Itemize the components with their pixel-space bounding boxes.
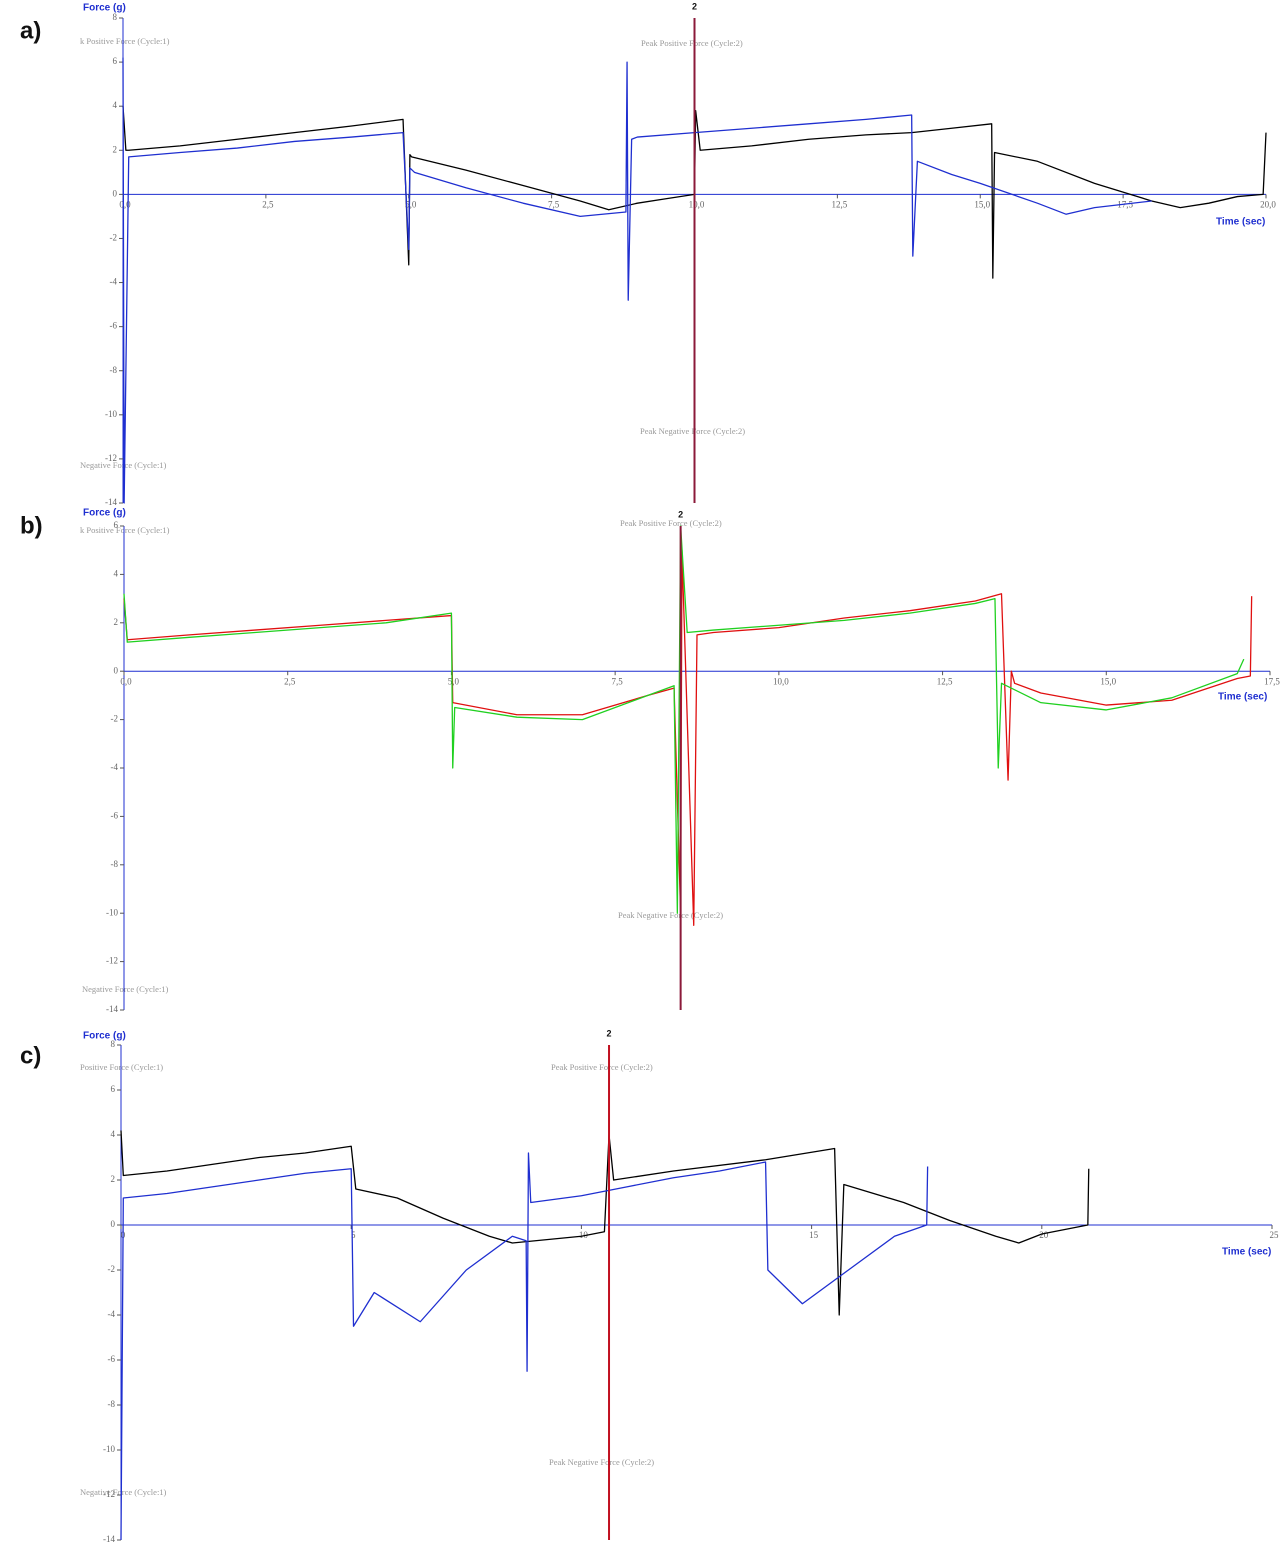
x-tick-label: 0,0: [120, 676, 132, 686]
x-tick-label: 10,0: [773, 676, 789, 686]
y-tick-label: 6: [111, 1084, 116, 1094]
y-tick-label: 4: [113, 100, 118, 110]
x-tick-label: 17,5: [1264, 676, 1280, 686]
x-tick-label: 7,5: [548, 199, 560, 209]
y-tick-label: -12: [106, 956, 118, 966]
x-axis-title: Time (sec): [1216, 217, 1265, 228]
x-tick-label: 0,0: [119, 199, 131, 209]
x-tick-label: 2,5: [262, 199, 274, 209]
panel-label: b): [20, 512, 43, 539]
y-tick-label: -10: [106, 907, 118, 917]
x-tick-label: 15,0: [974, 199, 990, 209]
x-tick-label: 20: [1039, 1230, 1049, 1240]
y-tick-label: -4: [111, 762, 119, 772]
cursor-label: 2: [678, 509, 683, 519]
y-tick-label: -2: [111, 714, 119, 724]
y-tick-label: -12: [103, 1489, 115, 1499]
y-tick-label: -4: [110, 277, 118, 287]
y-axis-title: Force (g): [83, 1031, 126, 1042]
annotation: Peak Positive Force (Cycle:2): [551, 1062, 653, 1072]
y-tick-label: -2: [108, 1264, 116, 1274]
annotation: Peak Positive Force (Cycle:2): [641, 38, 743, 48]
x-tick-label: 15,0: [1100, 676, 1116, 686]
y-tick-label: -8: [111, 859, 119, 869]
y-tick-label: 0: [114, 665, 119, 675]
force-line: [120, 1130, 1090, 1316]
y-tick-label: 0: [111, 1219, 116, 1229]
annotation: k Positive Force (Cycle:1): [80, 525, 170, 535]
y-tick-label: -6: [108, 1354, 116, 1364]
y-tick-label: -6: [111, 810, 119, 820]
annotation: Peak Negative Force (Cycle:2): [618, 910, 723, 920]
panel-label: a): [20, 17, 41, 44]
x-tick-label: 10: [579, 1230, 589, 1240]
cursor-label: 2: [692, 1, 697, 11]
annotation: Peak Negative Force (Cycle:2): [549, 1457, 654, 1467]
x-axis-title: Time (sec): [1222, 1247, 1271, 1258]
cursor-label: 2: [607, 1028, 612, 1038]
y-tick-label: -6: [110, 321, 118, 331]
x-tick-label: 15: [809, 1230, 819, 1240]
x-tick-label: 2,5: [284, 676, 296, 686]
annotation: Peak Positive Force (Cycle:2): [620, 518, 722, 528]
y-tick-label: -14: [105, 497, 117, 507]
force-line: [123, 525, 1245, 914]
annotation: Peak Negative Force (Cycle:2): [640, 426, 745, 436]
y-tick-label: 6: [113, 56, 118, 66]
y-tick-label: 2: [111, 1174, 116, 1184]
y-tick-label: 2: [113, 144, 118, 154]
x-tick-label: 5,0: [448, 676, 460, 686]
x-tick-label: 12,5: [937, 676, 953, 686]
y-tick-label: -8: [110, 365, 118, 375]
y-tick-label: 8: [113, 12, 118, 22]
y-tick-label: 2: [114, 617, 119, 627]
y-axis-title: Force (g): [83, 508, 126, 519]
y-tick-label: -10: [105, 409, 117, 419]
x-axis-title: Time (sec): [1218, 692, 1267, 703]
annotation: Positive Force (Cycle:1): [80, 1062, 163, 1072]
x-tick-label: 10,0: [689, 199, 705, 209]
y-tick-label: -2: [110, 233, 118, 243]
x-tick-label: 25: [1270, 1230, 1280, 1240]
annotation: k Positive Force (Cycle:1): [80, 36, 170, 46]
y-tick-label: 4: [111, 1129, 116, 1139]
y-tick-label: -12: [105, 453, 117, 463]
y-tick-label: -8: [108, 1399, 116, 1409]
x-tick-label: 20,0: [1260, 199, 1276, 209]
y-tick-label: 4: [114, 568, 119, 578]
x-tick-label: 7,5: [612, 676, 624, 686]
panel-label: c): [20, 1042, 41, 1069]
annotation: Negative Force (Cycle:1): [82, 984, 169, 994]
force-line: [120, 1152, 929, 1541]
y-tick-label: -10: [103, 1444, 115, 1454]
annotation: Negative Force (Cycle:1): [80, 1487, 167, 1497]
y-tick-label: 6: [114, 520, 119, 530]
force-line: [123, 549, 1253, 926]
x-tick-label: 12,5: [832, 199, 848, 209]
y-tick-label: -4: [108, 1309, 116, 1319]
force-line: [122, 57, 1152, 504]
x-tick-label: 5: [351, 1230, 356, 1240]
y-tick-label: -14: [106, 1004, 118, 1014]
y-tick-label: -14: [103, 1534, 115, 1543]
x-tick-label: 5,0: [405, 199, 417, 209]
y-axis-title: Force (g): [83, 3, 126, 14]
y-tick-label: 8: [111, 1039, 116, 1049]
y-tick-label: 0: [113, 188, 118, 198]
